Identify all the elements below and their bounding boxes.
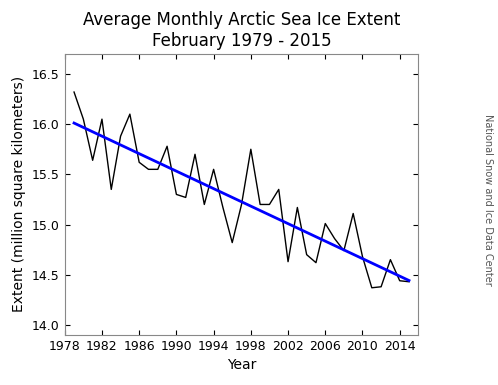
Text: National Snow and Ice Data Center: National Snow and Ice Data Center <box>483 114 493 286</box>
Title: Average Monthly Arctic Sea Ice Extent
February 1979 - 2015: Average Monthly Arctic Sea Ice Extent Fe… <box>83 11 400 50</box>
X-axis label: Year: Year <box>227 358 256 372</box>
Y-axis label: Extent (million square kilometers): Extent (million square kilometers) <box>12 76 26 313</box>
